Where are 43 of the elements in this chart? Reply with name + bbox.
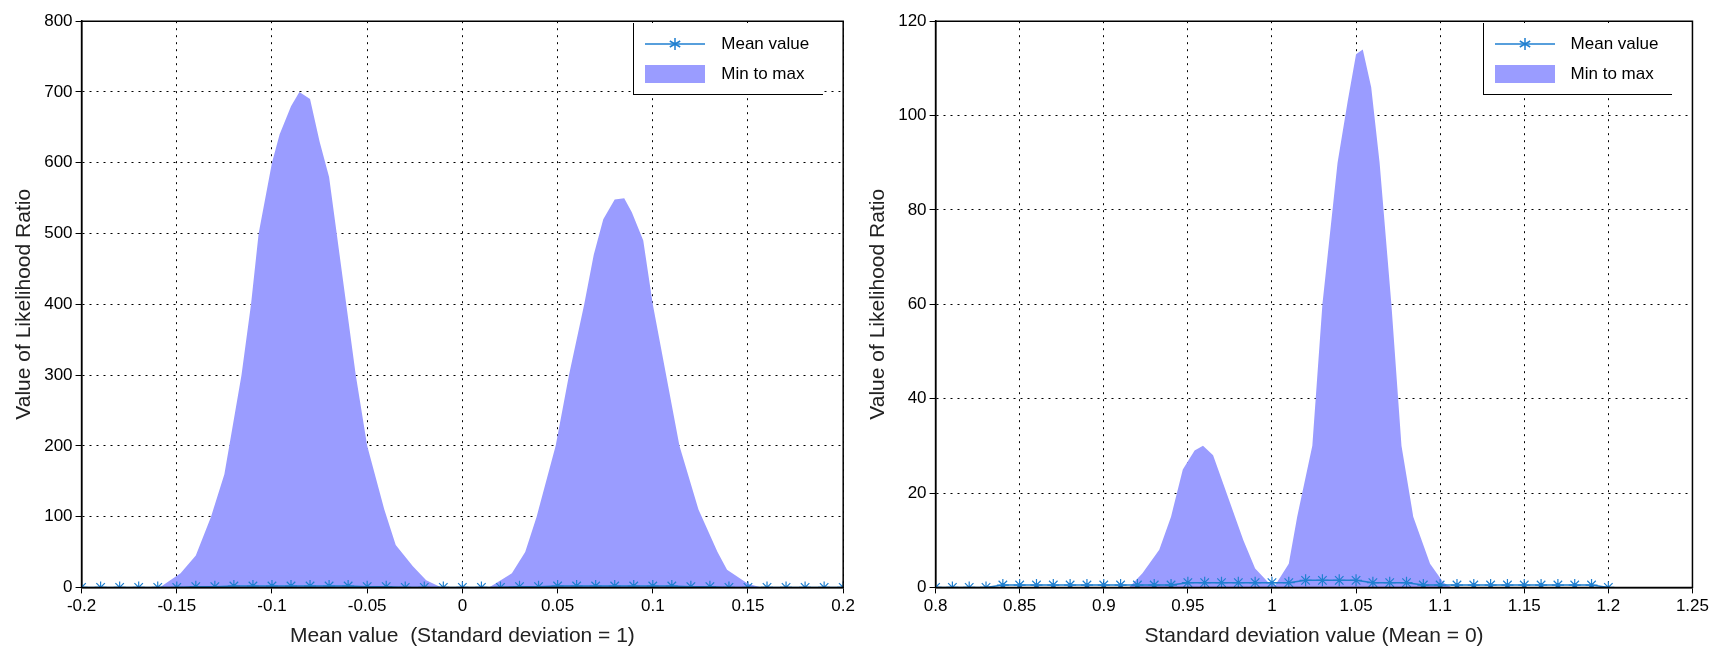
y-tick-label: 100 xyxy=(44,506,73,526)
x-tick-label: 1.2 xyxy=(1596,596,1621,616)
y-axis-title: Value of Likelihood Ratio xyxy=(11,188,35,420)
x-tick-label: -0.15 xyxy=(157,596,197,616)
y-axis-title: Value of Likelihood Ratio xyxy=(865,188,889,420)
x-tick-label: -0.1 xyxy=(257,596,287,616)
x-tick-label: 1.1 xyxy=(1428,596,1452,616)
x-axis-title: Standard deviation value (Mean = 0) xyxy=(1144,623,1484,647)
y-tick-label: 300 xyxy=(44,364,73,384)
y-tick-label: 400 xyxy=(44,293,73,313)
x-tick-label: 0.15 xyxy=(731,596,765,616)
x-tick-label: 0.95 xyxy=(1171,596,1205,616)
y-tick-label: 0 xyxy=(917,577,927,597)
x-tick-label: -0.05 xyxy=(347,596,387,616)
legend-label: Mean value xyxy=(721,34,810,55)
y-tick-label: 600 xyxy=(44,152,73,172)
x-tick-label: 1.05 xyxy=(1339,596,1373,616)
x-tick-label: 0.1 xyxy=(640,596,665,616)
x-tick-label: 1 xyxy=(1267,596,1277,616)
y-tick-label: 80 xyxy=(907,199,927,219)
y-tick-label: 100 xyxy=(898,105,927,125)
legend-label: Mean value xyxy=(1570,34,1659,55)
y-tick-label: 200 xyxy=(44,435,73,455)
x-tick-label: 0.2 xyxy=(831,596,855,616)
y-tick-label: 700 xyxy=(44,81,73,101)
x-tick-label: 0 xyxy=(457,596,468,616)
x-tick-label: 0.9 xyxy=(1091,596,1116,616)
y-tick-label: 20 xyxy=(907,482,927,502)
y-tick-label: 120 xyxy=(898,10,927,30)
y-tick-label: 60 xyxy=(907,293,927,313)
x-tick-label: -0.2 xyxy=(66,596,97,616)
y-tick-label: 0 xyxy=(63,577,73,597)
y-tick-label: 500 xyxy=(44,223,73,243)
legend-label: Min to max xyxy=(721,64,805,85)
x-tick-label: 0.8 xyxy=(923,596,948,616)
y-tick-label: 800 xyxy=(44,10,73,30)
x-tick-label: 0.85 xyxy=(1003,596,1037,616)
legend-label: Min to max xyxy=(1570,64,1654,85)
x-tick-label: 1.25 xyxy=(1675,596,1709,616)
x-axis-title: Mean value (Standard deviation = 1) xyxy=(289,623,635,647)
x-tick-label: 1.15 xyxy=(1507,596,1541,616)
y-tick-label: 40 xyxy=(907,388,927,408)
x-tick-label: 0.05 xyxy=(541,596,575,616)
